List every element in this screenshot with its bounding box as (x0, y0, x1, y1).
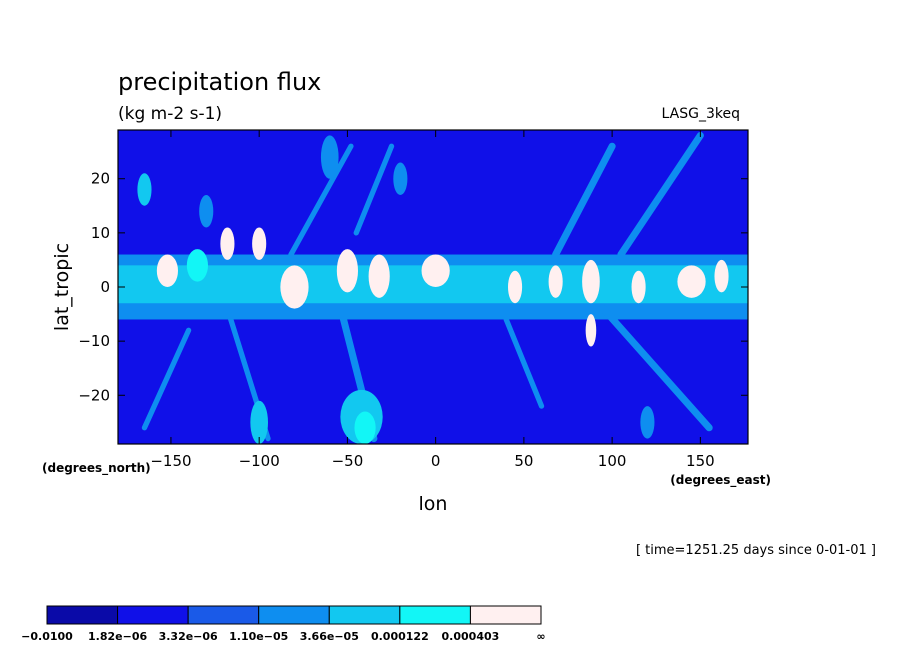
precip-cell (354, 411, 376, 444)
precip-cell (252, 227, 267, 260)
precip-cell (640, 406, 655, 439)
colorbar-swatch (399, 605, 471, 625)
y-axis-ticks: 20 10 0 −10 −20 (78, 170, 748, 404)
precip-cell (714, 259, 729, 293)
colorbar-label: 3.66e−05 (300, 630, 359, 643)
chart-units: (kg m-2 s-1) (118, 104, 222, 124)
y-axis-label: lat_tropic (51, 243, 73, 331)
x-units-note: (degrees_east) (670, 473, 771, 488)
x-tick-label: 150 (686, 452, 715, 470)
precip-cell (199, 194, 214, 228)
precip-streak (353, 143, 395, 236)
x-tick-label: −100 (239, 452, 280, 470)
colorbar-swatch (117, 605, 189, 625)
x-tick-label: 50 (514, 452, 533, 470)
colorbar-swatch (258, 605, 330, 625)
precip-cell (137, 173, 152, 206)
x-axis-ticks: −150 −100 −50 0 50 100 150 (150, 130, 715, 470)
precip-cell (186, 249, 208, 282)
colorbar-label: −0.0100 (21, 630, 73, 643)
precip-cell (368, 254, 390, 298)
colorbar-swatch (328, 605, 401, 625)
x-tick-label: 100 (598, 452, 627, 470)
precip-cell (280, 265, 309, 309)
precip-streak (617, 131, 704, 259)
colorbar-label: ∞ (536, 630, 545, 643)
x-axis-label: lon (419, 493, 448, 515)
run-label: LASG_3keq (662, 106, 740, 122)
y-units-note: (degrees_north) (42, 461, 151, 476)
colorbar-label: 0.000122 (371, 630, 429, 643)
precip-cell (582, 259, 600, 304)
colorbar-swatch (46, 605, 119, 625)
x-tick-label: −150 (150, 452, 191, 470)
precip-cell (631, 270, 646, 304)
precip-streak (141, 327, 192, 431)
precip-cell (585, 314, 597, 347)
precip-cell (320, 135, 339, 179)
chart-title: precipitation flux (118, 68, 321, 96)
y-tick-label: −20 (78, 386, 110, 404)
precip-cell (336, 249, 359, 293)
precip-streak (552, 142, 616, 259)
colorbar-label: 3.32e−06 (159, 630, 218, 643)
precip-cell (156, 254, 178, 287)
precip-cell (250, 400, 268, 444)
precip-cell (220, 227, 235, 260)
colorbar-swatch (187, 605, 260, 625)
colorbar: −0.0100 1.82e−06 3.32e−06 1.10e−05 3.66e−05 0… (21, 605, 546, 643)
precip-streak (288, 143, 354, 258)
precipitation-field (118, 130, 748, 444)
colorbar-label: 0.000403 (442, 630, 500, 643)
y-tick-label: 20 (91, 170, 110, 188)
precip-cell (508, 270, 523, 304)
colorbar-swatch (469, 605, 542, 625)
y-tick-label: 0 (100, 278, 110, 296)
colorbar-label: 1.10e−05 (229, 630, 288, 643)
x-tick-label: −50 (332, 452, 364, 470)
x-tick-label: 0 (431, 452, 441, 470)
y-tick-label: −10 (78, 332, 110, 350)
precip-cell (548, 265, 563, 298)
y-tick-label: 10 (91, 224, 110, 242)
precip-streak (503, 316, 545, 409)
precip-cell (677, 265, 706, 298)
precip-streak (599, 305, 713, 432)
time-note: [ time=1251.25 days since 0-01-01 ] (636, 543, 876, 558)
precip-cell (393, 162, 408, 195)
colorbar-label: 1.82e−06 (88, 630, 147, 643)
precip-cell (421, 254, 450, 287)
